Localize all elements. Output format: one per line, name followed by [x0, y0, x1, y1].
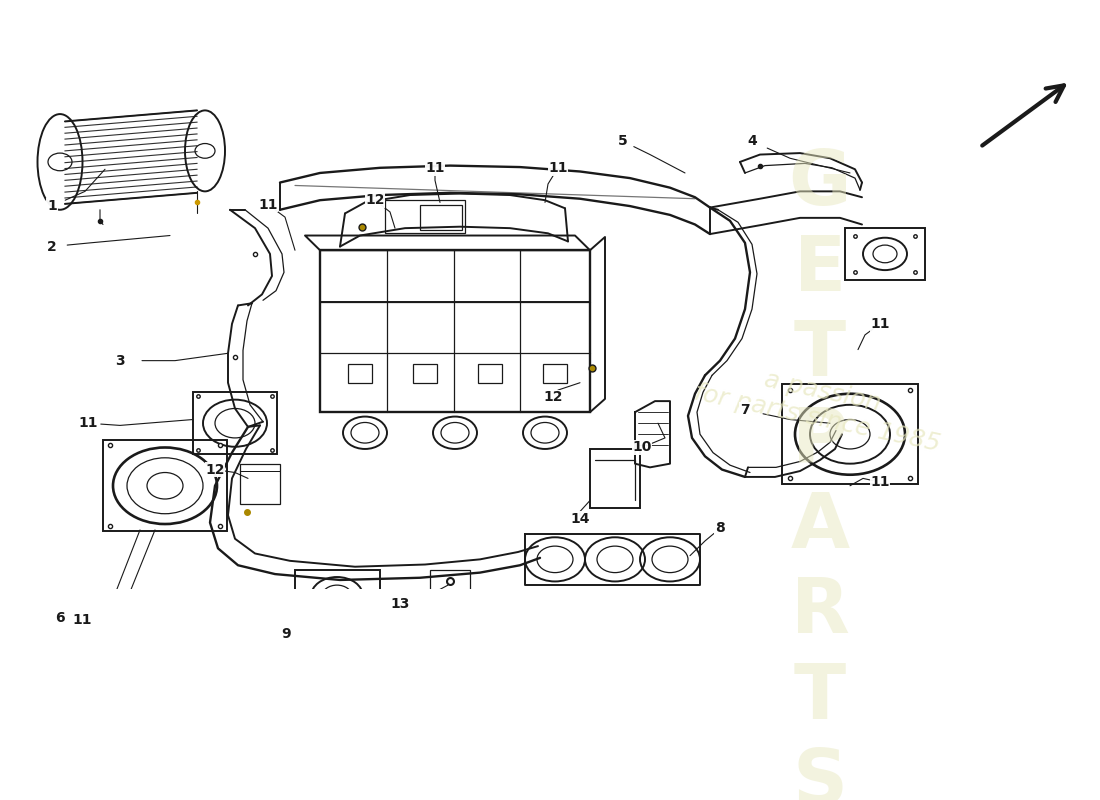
- Text: 11: 11: [548, 161, 568, 175]
- Bar: [845, 228, 925, 280]
- Text: G
E
T
P
A
R
T
S: G E T P A R T S: [789, 147, 851, 800]
- Text: 3: 3: [116, 354, 124, 368]
- Text: 13: 13: [390, 597, 409, 610]
- Bar: [590, 449, 640, 508]
- Bar: [240, 464, 280, 504]
- Bar: [782, 384, 918, 484]
- Text: 11: 11: [870, 475, 890, 489]
- Text: 10: 10: [632, 441, 651, 454]
- Bar: [192, 392, 277, 454]
- Text: 12: 12: [543, 390, 563, 405]
- Bar: [103, 440, 227, 531]
- Text: 11: 11: [258, 198, 277, 212]
- Text: 2: 2: [47, 239, 57, 254]
- Text: 11: 11: [78, 416, 98, 430]
- Text: 12: 12: [206, 462, 224, 477]
- Bar: [543, 364, 566, 382]
- Text: 7: 7: [740, 403, 750, 417]
- Text: 1: 1: [47, 199, 57, 213]
- Bar: [295, 570, 380, 622]
- Text: 9: 9: [282, 627, 290, 642]
- Text: 11: 11: [73, 613, 91, 626]
- Text: 14: 14: [570, 512, 590, 526]
- Bar: [412, 364, 437, 382]
- Bar: [420, 205, 462, 230]
- Text: a passion
for parts since 1985: a passion for parts since 1985: [692, 354, 948, 456]
- Text: 11: 11: [870, 317, 890, 331]
- Text: 6: 6: [55, 611, 65, 626]
- Bar: [348, 364, 372, 382]
- Text: 11: 11: [426, 161, 444, 175]
- Text: 8: 8: [715, 522, 725, 535]
- Bar: [320, 250, 590, 412]
- Bar: [385, 200, 465, 234]
- Text: 4: 4: [747, 134, 757, 148]
- Bar: [320, 250, 590, 302]
- Bar: [478, 364, 502, 382]
- Text: 5: 5: [618, 134, 628, 148]
- Text: 12: 12: [365, 193, 385, 207]
- Bar: [430, 570, 470, 591]
